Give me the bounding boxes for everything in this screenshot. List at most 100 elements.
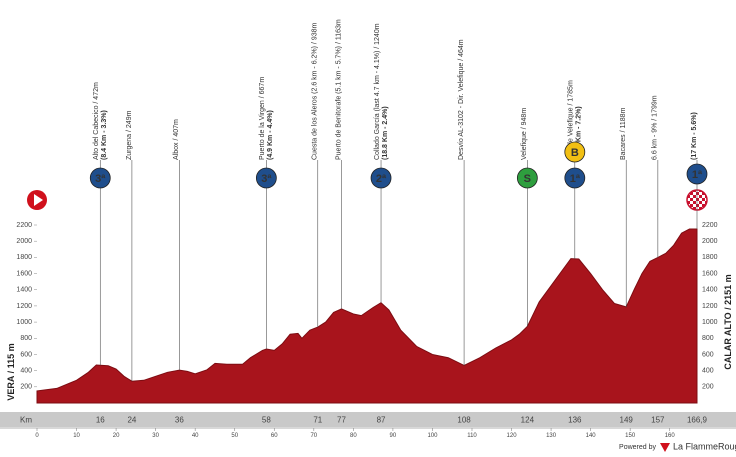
y-tick-label-right: 1400: [702, 287, 718, 294]
y-tick-label: 400: [20, 367, 32, 374]
x-tick-label: 100: [427, 433, 438, 439]
y-tick-label-right: 2000: [702, 238, 718, 245]
waypoint-km: 108: [457, 416, 471, 425]
x-tick-label: 140: [586, 433, 597, 439]
icon-circle: [255, 167, 277, 189]
start-label: VERA / 115 m: [6, 343, 16, 400]
y-tick-label: 800: [20, 335, 32, 342]
x-tick-label: 10: [73, 433, 80, 439]
y-tick-label: 1200: [16, 303, 32, 310]
waypoint-km: 16: [96, 416, 105, 425]
waypoint-detail: (18.8 Km - 2.4%): [382, 106, 389, 160]
x-tick-label: 80: [350, 433, 357, 439]
waypoint-label: Cuesta de los Aleros (2.6 km - 6.2%) / 9…: [312, 22, 319, 160]
powered-by: Powered by: [619, 444, 656, 451]
x-tick-label: 160: [665, 433, 676, 439]
waypoint-km: 124: [521, 416, 535, 425]
x-tick-label: 130: [546, 433, 557, 439]
icon-circle: [370, 167, 392, 189]
waypoint-km: 149: [620, 416, 634, 425]
waypoint-km: 87: [377, 416, 386, 425]
x-tick-label: 90: [390, 433, 397, 439]
waypoint-icon: 3ª: [255, 167, 277, 189]
x-tick-label: 150: [625, 433, 636, 439]
waypoint-label: Puerto de Benitorafe (5.1 km - 5.7%) / 1…: [335, 19, 342, 160]
y-tick-label-right: 1800: [702, 254, 718, 261]
x-tick-label: 120: [507, 433, 518, 439]
x-tick-label: 40: [192, 433, 199, 439]
brand: La FlammeRouge: [673, 442, 736, 452]
waypoint-km: 24: [127, 416, 136, 425]
waypoint-icon: B: [564, 141, 586, 163]
x-tick-label: 70: [310, 433, 317, 439]
y-tick-label: 2000: [16, 238, 32, 245]
x-tick-label: 30: [152, 433, 159, 439]
icon-text: 3ª: [261, 173, 272, 185]
icon-text: 1ª: [570, 173, 581, 185]
waypoint-label: Puerto de la Virgen / 667m: [259, 77, 266, 160]
y-tick-label: 1800: [16, 254, 32, 261]
x-tick-label: 110: [467, 433, 477, 439]
y-tick-label-right: 800: [702, 335, 714, 342]
icon-text: B: [571, 147, 579, 159]
y-tick-label-right: 2200: [702, 222, 718, 229]
waypoint-icon: 1ª: [564, 167, 586, 189]
icon-text: 2ª: [376, 173, 387, 185]
waypoint-label: Zurgena / 249m: [126, 110, 133, 160]
icon-circle: [564, 167, 586, 189]
waypoint-label: Bacares / 1188m: [620, 107, 627, 160]
y-tick-label-right: 1200: [702, 303, 718, 310]
waypoint-km: 157: [651, 416, 665, 425]
start-icon: [27, 190, 47, 210]
waypoint-detail: (8.4 Km - 3.3%): [101, 110, 108, 160]
waypoint-label: Collado García (last 4.7 km - 4.1%) / 12…: [374, 23, 381, 160]
km-bar: [0, 412, 736, 427]
waypoint-km: 36: [175, 416, 184, 425]
waypoint-detail: (4.9 Km - 4.4%): [267, 110, 274, 160]
waypoint-label: 6.6 km - 9% / 1799m: [652, 95, 659, 160]
waypoint-icon: 3ª: [89, 167, 111, 189]
y-tick-label: 600: [20, 351, 32, 358]
waypoint-label: Alto del Cabecico / 472m: [93, 82, 100, 160]
icon-circle: [686, 163, 708, 185]
waypoint-label: Albox / 407m: [173, 119, 180, 160]
elevation-area: [36, 228, 698, 404]
y-tick-label: 1400: [16, 287, 32, 294]
waypoint-km: 71: [313, 416, 322, 425]
waypoint-label: Desvío AL-3102 - Dir. Velefique / 464m: [458, 39, 465, 160]
y-tick-label: 1600: [16, 270, 32, 277]
icon-text: S: [524, 173, 531, 185]
waypoint-km: 166,9: [687, 416, 708, 425]
icon-text: 3ª: [95, 173, 106, 185]
icon-circle: [564, 141, 586, 163]
waypoint-icon: 1ª: [686, 163, 708, 185]
x-axis-label: Km: [20, 416, 32, 425]
waypoint-label: Velefique / 948m: [521, 108, 528, 160]
y-tick-label: 2200: [16, 222, 32, 229]
y-tick-label-right: 1600: [702, 270, 718, 277]
waypoint-icon: S: [516, 167, 538, 189]
x-tick-label: 60: [271, 433, 278, 439]
waypoint-km: 136: [568, 416, 582, 425]
waypoint-km: 77: [337, 416, 346, 425]
y-tick-label-right: 200: [702, 384, 714, 391]
waypoint-icon: 2ª: [370, 167, 392, 189]
x-tick-label: 20: [113, 433, 120, 439]
waypoint-detail: (13.1 Km - 7.2%): [576, 106, 583, 160]
x-tick-label: 0: [35, 433, 39, 439]
y-tick-label: 1000: [16, 319, 32, 326]
y-tick-label-right: 400: [702, 367, 714, 374]
waypoint-km: 58: [262, 416, 271, 425]
y-tick-label-right: 1000: [702, 319, 718, 326]
x-tick-label: 50: [231, 433, 238, 439]
icon-circle: [89, 167, 111, 189]
waypoint-label: Alto de Velefique / 1785m: [568, 80, 575, 160]
y-tick-label-right: 600: [702, 351, 714, 358]
brand-logo: [660, 443, 670, 452]
waypoint-detail: (17 Km - 5.6%): [691, 112, 698, 160]
icon-text: 1ª: [692, 169, 703, 181]
y-tick-label: 200: [20, 384, 32, 391]
icon-circle: [516, 167, 538, 189]
finish-label: CALAR ALTO / 2151 m: [723, 274, 733, 369]
